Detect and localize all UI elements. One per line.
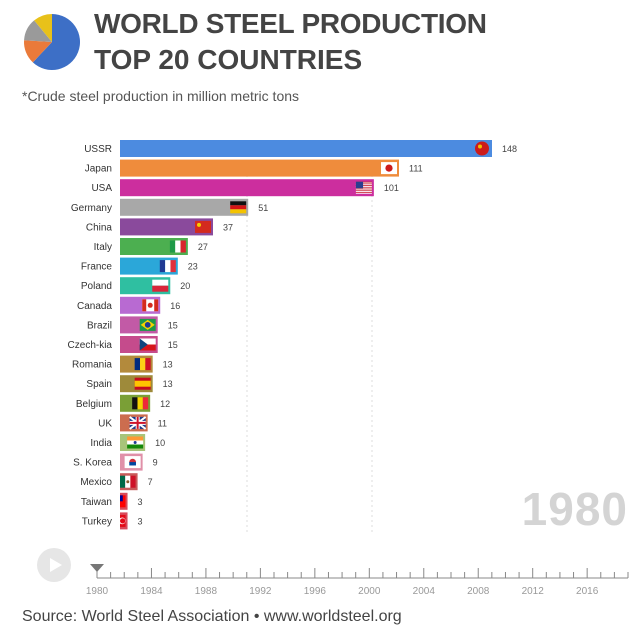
value-label: 37 <box>223 222 233 232</box>
brazil-flag-icon <box>139 318 156 331</box>
value-label: 11 <box>158 418 167 428</box>
category-label: Italy <box>94 242 112 253</box>
value-label: 15 <box>168 340 178 350</box>
south-korea-flag-icon <box>124 456 141 469</box>
timeline-tick-label: 2008 <box>467 586 490 597</box>
play-button[interactable] <box>37 548 71 582</box>
category-label: USSR <box>84 144 112 155</box>
timeline-tick-label: 2000 <box>358 586 381 597</box>
value-label: 3 <box>138 516 143 526</box>
spain-flag-icon <box>134 377 151 390</box>
timeline-tick-label: 1988 <box>195 586 218 597</box>
czechoslovakia-flag-icon <box>139 338 156 351</box>
category-label: USA <box>91 183 112 194</box>
timeline-slider[interactable]: 1980 1984 1988 1992 1996 2000 2004 2008 2012 2016 <box>0 558 640 602</box>
value-label: 101 <box>384 183 399 193</box>
bar <box>120 218 213 236</box>
value-label: 15 <box>168 320 178 330</box>
pie-logo-icon <box>24 14 80 70</box>
value-label: 23 <box>188 262 198 272</box>
china-flag-icon <box>195 220 211 233</box>
timeline-handle[interactable] <box>90 564 104 572</box>
category-label: Spain <box>86 379 112 390</box>
category-label: S. Korea <box>73 458 112 469</box>
value-label: 16 <box>170 301 180 311</box>
value-label: 51 <box>258 203 268 213</box>
category-label: Germany <box>71 203 112 214</box>
value-label: 9 <box>153 458 158 468</box>
category-label: China <box>86 222 113 233</box>
usa-flag-icon <box>355 181 372 194</box>
chart-subtitle: TOP 20 COUNTRIES <box>94 44 363 75</box>
category-label: UK <box>98 418 112 429</box>
chart-title: WORLD STEEL PRODUCTION <box>94 8 487 39</box>
bar <box>120 140 492 157</box>
value-label: 10 <box>155 438 165 448</box>
ussr-flag-icon <box>475 141 489 156</box>
turkey-flag-icon <box>118 514 126 527</box>
bar <box>120 198 249 216</box>
bar <box>120 179 374 197</box>
timeline-tick-label: 2004 <box>413 586 436 597</box>
poland-flag-icon <box>152 279 169 292</box>
bar <box>120 159 399 177</box>
category-label: Czech-kia <box>68 340 113 351</box>
category-label: Taiwan <box>81 497 112 508</box>
taiwan-flag-icon <box>120 495 126 508</box>
category-label: Brazil <box>87 320 112 331</box>
value-label: 7 <box>148 477 153 487</box>
value-label: 13 <box>163 360 173 370</box>
timeline-tick-label: 1996 <box>304 586 327 597</box>
category-label: Romania <box>72 360 112 371</box>
category-label: Belgium <box>76 399 112 410</box>
value-label: 148 <box>502 144 517 154</box>
category-label: France <box>81 262 113 273</box>
value-label: 3 <box>138 497 143 507</box>
mexico-flag-icon <box>120 475 136 488</box>
category-label: Japan <box>85 164 112 175</box>
japan-flag-icon <box>381 162 397 175</box>
value-label: 13 <box>163 379 173 389</box>
current-year-label: 1980 <box>521 483 628 535</box>
category-label: Canada <box>77 301 112 312</box>
logo-slice <box>32 14 80 70</box>
timeline-tick-label: 2016 <box>576 586 599 597</box>
canada-flag-icon <box>142 299 159 312</box>
category-label: Mexico <box>80 477 112 488</box>
italy-flag-icon <box>169 240 186 253</box>
timeline-tick-label: 1984 <box>140 586 163 597</box>
value-label: 12 <box>160 399 170 409</box>
belgium-flag-icon <box>132 397 149 410</box>
timeline-tick-label: 1992 <box>249 586 272 597</box>
play-icon <box>50 558 62 572</box>
value-label: 27 <box>198 242 208 252</box>
france-flag-icon <box>159 260 176 273</box>
logo-slice <box>24 40 52 63</box>
germany-flag-icon <box>230 201 247 214</box>
category-label: Turkey <box>82 516 112 527</box>
category-label: Poland <box>81 281 112 292</box>
timeline-tick-label: 1980 <box>86 586 109 597</box>
india-flag-icon <box>127 436 144 449</box>
logo-slice <box>24 20 52 42</box>
romania-flag-icon <box>134 358 151 371</box>
value-label: 111 <box>409 164 423 174</box>
category-label: India <box>90 438 112 449</box>
logo-slice <box>34 14 52 42</box>
value-label: 20 <box>180 281 190 291</box>
uk-flag-icon <box>129 416 147 430</box>
units-note: *Crude steel production in million metri… <box>22 88 300 104</box>
source-footer: Source: World Steel Association • www.wo… <box>22 608 402 625</box>
timeline-tick-label: 2012 <box>522 586 545 597</box>
